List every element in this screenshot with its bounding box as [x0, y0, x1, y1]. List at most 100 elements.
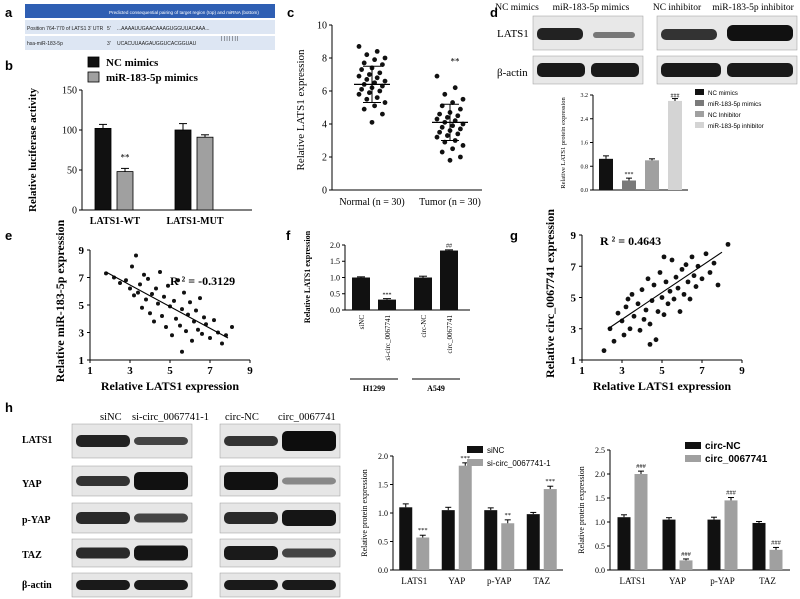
chart-f-bar-1: [378, 299, 396, 310]
chart-f-y-tick-label: 0.5: [330, 290, 340, 299]
chart-h2-category-label: YAP: [669, 576, 686, 586]
chart-g-point: [663, 279, 669, 285]
chart-g-point: [661, 312, 667, 318]
chart-e-point: [164, 325, 168, 329]
chart-c-point: [382, 55, 388, 61]
blot-d-western: NC mimics miR-183-5p mimics NC inhibitor mi…: [495, 3, 798, 85]
chart-h2-category-label: TAZ: [759, 576, 776, 586]
blot-d-lane-label: miR-183-5p mimics: [553, 3, 630, 13]
panel-a-row2-label: hsa-miR-183-5p: [27, 41, 63, 47]
chart-f-bar-2: [414, 277, 432, 310]
chart-g-point: [635, 301, 641, 307]
chart-g-correlation: 1 3 5 7 9 1 3 5 7 9 R ² = 0.4643 Relative LATS1 exp…: [543, 209, 745, 393]
blot-d-row-label-lats1: LATS1: [497, 28, 529, 40]
panel-a-row1-prefix: 5': [107, 26, 111, 32]
chart-e-point: [146, 276, 150, 281]
chart-g-point: [689, 254, 695, 260]
chart-f-bar-0: [352, 277, 370, 310]
chart-h1-significance: ***: [545, 478, 555, 485]
panel-letter-h: h: [5, 400, 13, 415]
chart-g-y-tick-label: 3: [571, 324, 577, 336]
blot-h-band: [282, 510, 336, 526]
chart-c-point: [450, 146, 455, 152]
chart-h1-bar-lats1-1: [416, 537, 430, 570]
chart-g-point: [665, 301, 671, 307]
chart-e-x-tick-label: 7: [207, 365, 213, 377]
chart-e-point: [140, 305, 144, 310]
blot-h-band: [224, 436, 278, 446]
chart-h2-category-label: LATS1: [619, 576, 645, 586]
blot-h-band: [134, 580, 188, 590]
blot-d-band: [727, 25, 793, 41]
chart-g-point: [685, 279, 691, 285]
chart-d-y-tick-label: 1.6: [581, 141, 589, 147]
chart-c-significance: **: [451, 57, 461, 67]
chart-g-point: [671, 296, 677, 302]
chart-e-point: [212, 318, 216, 323]
chart-g-point: [601, 348, 607, 354]
blot-d-band: [537, 28, 583, 40]
chart-e-y-tick-label: 5: [79, 300, 85, 312]
chart-c-y-tick-label: 10: [317, 21, 327, 32]
chart-d-y-tick-label: 0.0: [581, 188, 589, 194]
chart-g-point: [639, 287, 645, 293]
chart-h1-significance: **: [505, 512, 512, 519]
panel-letter-a: a: [5, 5, 13, 20]
chart-g-point: [641, 316, 647, 322]
chart-e-point: [220, 341, 224, 346]
chart-c-point: [367, 72, 372, 77]
chart-h1-protein-bars: 0.0 0.5 1.0 1.5 2.0 Relative protein expressi…: [360, 446, 563, 586]
chart-g-point: [637, 327, 643, 333]
blot-h-band: [134, 545, 188, 561]
chart-c-point: [434, 134, 440, 140]
chart-e-point: [184, 329, 188, 334]
chart-e-point: [154, 286, 158, 291]
chart-h1-category-label: p-YAP: [487, 576, 512, 586]
chart-h1-y-tick-label: 1.5: [378, 480, 388, 489]
chart-c-point: [437, 111, 442, 117]
chart-c-point: [458, 154, 463, 160]
blot-h-band: [282, 548, 336, 558]
chart-h1-bar-lats1-0: [399, 507, 413, 570]
panel-a-bars: | | | | | | |: [221, 36, 238, 42]
blot-h-row-label: YAP: [22, 479, 42, 490]
chart-b-y-tick-label: 150: [62, 86, 77, 97]
chart-h2-significance: ###: [636, 463, 647, 470]
chart-e-point: [134, 253, 138, 258]
chart-c-point: [380, 111, 385, 117]
chart-c-point: [372, 57, 377, 63]
chart-d-legend-swatch: [695, 89, 704, 95]
chart-c-point: [439, 149, 445, 155]
chart-e-point: [196, 327, 200, 332]
blot-h-band: [224, 472, 278, 490]
chart-f-category-label: si-circ_0067741: [384, 315, 392, 361]
chart-f-y-tick-label: 0.0: [330, 306, 340, 315]
panel-letter-f: f: [286, 228, 291, 243]
blot-h-row-label: LATS1: [22, 435, 52, 446]
chart-h1-bar-yap-0: [441, 510, 455, 570]
chart-h2-protein-bars: 0.0 0.5 1.0 1.5 2.0 2.5 Relative protein expre…: [577, 441, 790, 586]
chart-g-x-tick-label: 1: [579, 365, 585, 377]
chart-d-legend-label: NC Inhibitor: [708, 112, 741, 119]
chart-h1-significance: ***: [418, 527, 428, 534]
chart-c-point: [361, 60, 367, 66]
chart-c-y-tick-label: 4: [322, 120, 327, 131]
chart-g-point: [651, 282, 657, 288]
chart-c-point: [377, 88, 383, 94]
chart-f-bar-3: [440, 250, 458, 310]
chart-h2-y-tick-label: 2.0: [595, 470, 605, 479]
chart-g-y-tick-label: 5: [571, 293, 577, 305]
blot-h-band: [134, 472, 188, 490]
chart-g-point: [699, 276, 705, 282]
chart-c-point: [364, 96, 370, 102]
chart-h2-y-tick-label: 0.5: [595, 542, 605, 551]
chart-e-point: [148, 311, 152, 316]
chart-h1-y-tick-label: 0.0: [378, 566, 388, 575]
chart-d-legend-label: NC mimics: [708, 90, 738, 97]
chart-b-significance: **: [121, 152, 131, 162]
chart-h2-bar-lats1-1: [634, 474, 648, 570]
chart-b-legend-swatch: [87, 56, 100, 68]
chart-c-point: [374, 75, 380, 81]
panel-letter-e: e: [5, 228, 13, 243]
blot-h-band: [76, 435, 130, 447]
